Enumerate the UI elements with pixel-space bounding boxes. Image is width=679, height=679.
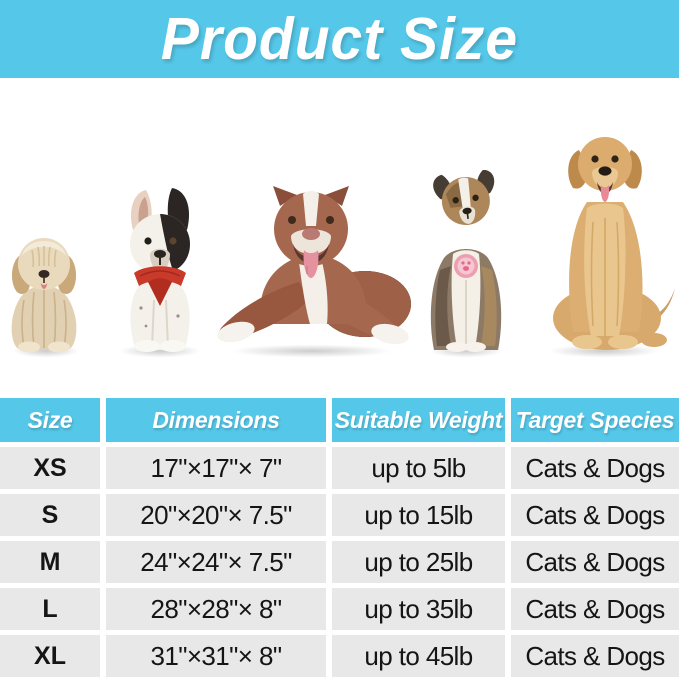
row-xl-weight: up to 45lb — [332, 635, 505, 677]
dog-shadow — [528, 342, 679, 360]
row-s-species: Cats & Dogs — [511, 494, 679, 536]
col-header-species: Target Species — [511, 398, 679, 442]
col-header-dimensions: Dimensions — [106, 398, 326, 442]
row-xs-species: Cats & Dogs — [511, 447, 679, 489]
row-xl-species: Cats & Dogs — [511, 635, 679, 677]
row-m-dimensions: 24"×24"× 7.5" — [106, 541, 326, 583]
dog-photo-golden-retriever-xl — [553, 137, 675, 350]
row-xl-size: XL — [0, 635, 100, 677]
page-title: Product Size — [160, 5, 519, 73]
row-l-dimensions: 28"×28"× 8" — [106, 588, 326, 630]
size-table: Size Dimensions Suitable Weight Target S… — [0, 398, 679, 679]
dogs-illustration-strip — [0, 78, 679, 398]
row-s-dimensions: 20"×20"× 7.5" — [106, 494, 326, 536]
dog-photo-pitbull-m — [217, 186, 411, 345]
row-l-species: Cats & Dogs — [511, 588, 679, 630]
col-header-weight: Suitable Weight — [332, 398, 505, 442]
dog-shadow — [200, 342, 424, 360]
title-banner: Product Size — [0, 0, 679, 78]
col-header-size: Size — [0, 398, 100, 442]
dog-photo-french-bulldog-s — [130, 188, 190, 352]
row-xl-dimensions: 31"×31"× 8" — [106, 635, 326, 677]
row-l-weight: up to 35lb — [332, 588, 505, 630]
row-xs-dimensions: 17"×17"× 7" — [106, 447, 326, 489]
row-xs-weight: up to 5lb — [332, 447, 505, 489]
row-m-size: M — [0, 541, 100, 583]
dog-photo-havanese-xs — [11, 238, 77, 352]
row-s-size: S — [0, 494, 100, 536]
row-xs-size: XS — [0, 447, 100, 489]
dog-photo-aussie-l — [430, 170, 502, 352]
row-m-species: Cats & Dogs — [511, 541, 679, 583]
row-l-size: L — [0, 588, 100, 630]
dog-shadow — [104, 342, 216, 360]
row-s-weight: up to 15lb — [332, 494, 505, 536]
row-m-weight: up to 25lb — [332, 541, 505, 583]
